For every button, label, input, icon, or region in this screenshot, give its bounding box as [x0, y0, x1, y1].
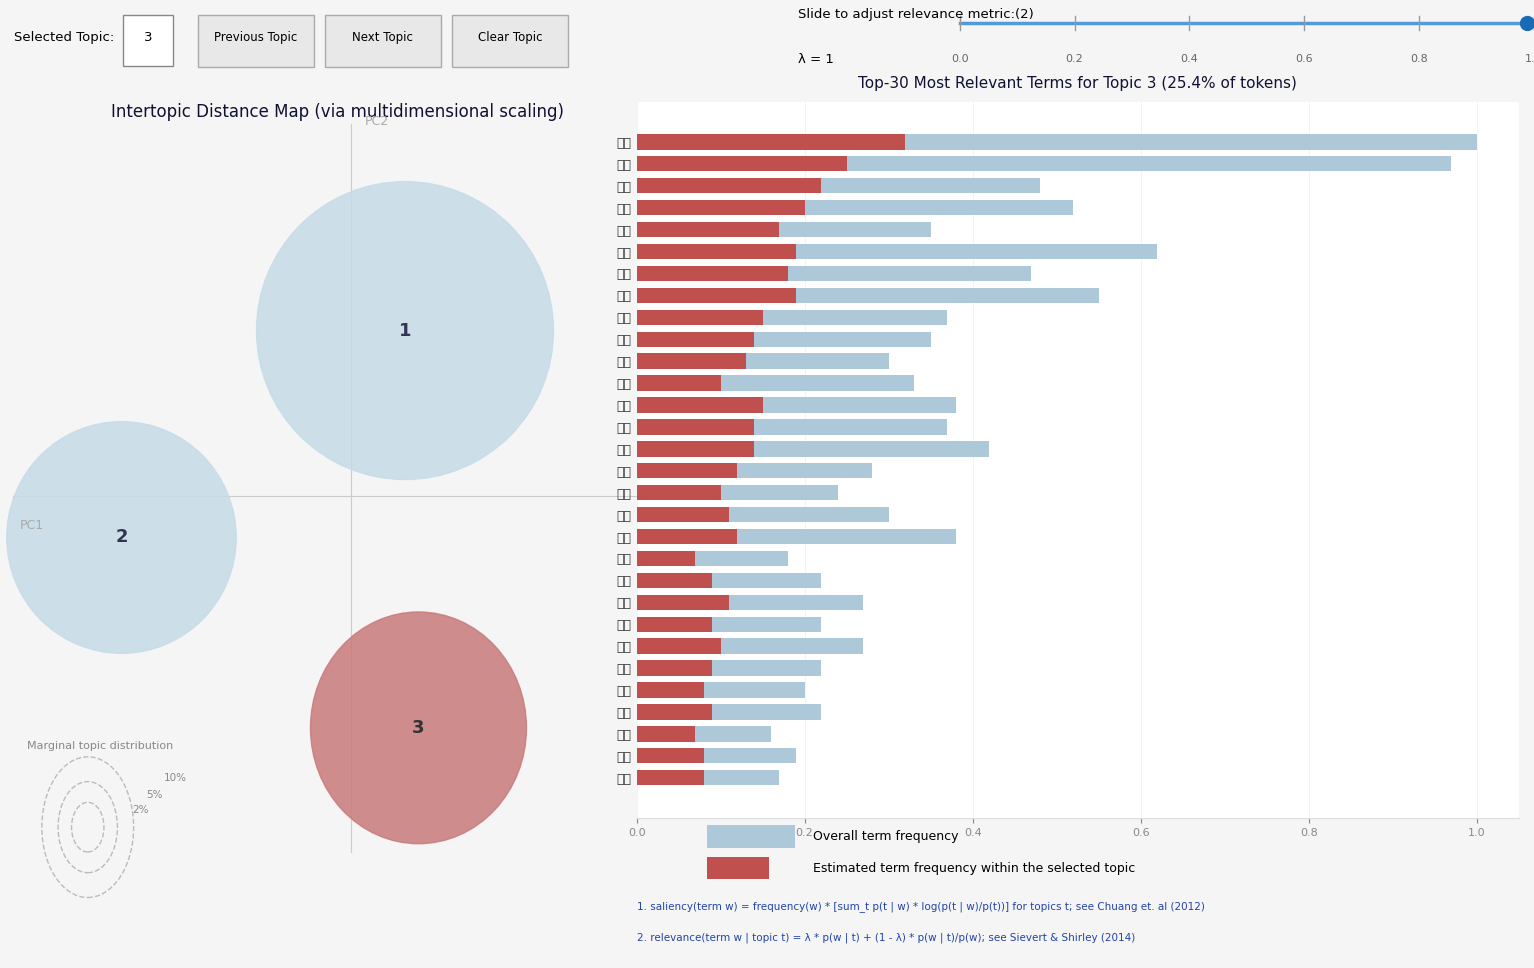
Text: Clear Topic: Clear Topic: [477, 31, 542, 44]
Text: Selected Topic:: Selected Topic:: [14, 31, 115, 44]
FancyBboxPatch shape: [707, 858, 769, 879]
Text: 0.4: 0.4: [1181, 54, 1198, 64]
Bar: [637, 287, 796, 303]
Bar: [637, 376, 721, 391]
Bar: [637, 266, 788, 281]
Bar: [637, 287, 1098, 303]
Text: λ = 1: λ = 1: [798, 52, 833, 66]
Text: PC1: PC1: [20, 519, 44, 532]
Bar: [637, 594, 864, 610]
Bar: [637, 705, 712, 719]
Bar: [637, 222, 779, 237]
Bar: [637, 156, 847, 171]
Text: 0.8: 0.8: [1410, 54, 1428, 64]
Text: 0.2: 0.2: [1066, 54, 1083, 64]
Text: 3: 3: [144, 31, 152, 44]
Ellipse shape: [310, 612, 526, 844]
Bar: [637, 178, 1040, 194]
Text: 1. saliency(term w) = frequency(w) * [sum_t p(t | w) * log(p(t | w)/p(t))] for t: 1. saliency(term w) = frequency(w) * [su…: [637, 900, 1204, 912]
Bar: [637, 310, 948, 325]
Bar: [637, 485, 838, 500]
Text: 1.0: 1.0: [1525, 54, 1534, 64]
Bar: [637, 135, 905, 149]
FancyBboxPatch shape: [451, 15, 568, 68]
Bar: [637, 463, 738, 478]
Text: Estimated term frequency within the selected topic: Estimated term frequency within the sele…: [813, 862, 1135, 875]
Bar: [637, 419, 948, 435]
Bar: [637, 573, 712, 589]
Text: Overall term frequency: Overall term frequency: [813, 831, 959, 843]
Text: 3: 3: [413, 719, 425, 737]
Text: Intertopic Distance Map (via multidimensional scaling): Intertopic Distance Map (via multidimens…: [110, 103, 565, 121]
Bar: [637, 551, 695, 566]
Text: 2%: 2%: [132, 804, 149, 815]
Bar: [637, 376, 914, 391]
Bar: [637, 682, 805, 698]
Bar: [637, 639, 864, 653]
Bar: [637, 617, 712, 632]
Bar: [637, 639, 721, 653]
Bar: [637, 200, 1074, 215]
Ellipse shape: [6, 422, 236, 653]
Bar: [637, 463, 871, 478]
Text: PC2: PC2: [365, 115, 388, 129]
Bar: [637, 244, 1158, 259]
Bar: [637, 705, 821, 719]
Bar: [637, 617, 821, 632]
Text: Marginal topic distribution: Marginal topic distribution: [28, 741, 173, 750]
Title: Top-30 Most Relevant Terms for Topic 3 (25.4% of tokens): Top-30 Most Relevant Terms for Topic 3 (…: [858, 76, 1298, 91]
Bar: [637, 397, 762, 412]
Bar: [637, 178, 821, 194]
Text: 2: 2: [115, 529, 127, 547]
Text: Next Topic: Next Topic: [353, 31, 413, 44]
Text: 0.6: 0.6: [1295, 54, 1313, 64]
Bar: [637, 660, 712, 676]
Bar: [637, 748, 796, 764]
Text: 5%: 5%: [146, 790, 163, 801]
Bar: [637, 441, 989, 457]
Bar: [637, 748, 704, 764]
Text: 1: 1: [399, 321, 411, 340]
Text: 2. relevance(term w | topic t) = λ * p(w | t) + (1 - λ) * p(w | t)/p(w); see Sie: 2. relevance(term w | topic t) = λ * p(w…: [637, 933, 1135, 943]
Bar: [637, 771, 779, 785]
Bar: [637, 397, 956, 412]
Bar: [637, 771, 704, 785]
Text: Slide to adjust relevance metric:(2): Slide to adjust relevance metric:(2): [798, 9, 1034, 21]
Bar: [637, 419, 755, 435]
Text: 0.0: 0.0: [951, 54, 968, 64]
Bar: [637, 331, 931, 347]
Bar: [637, 529, 956, 544]
FancyBboxPatch shape: [123, 15, 173, 66]
Bar: [637, 135, 1477, 149]
FancyBboxPatch shape: [325, 15, 442, 68]
Bar: [637, 441, 755, 457]
Text: 10%: 10%: [164, 772, 187, 783]
Bar: [637, 594, 729, 610]
Bar: [637, 310, 762, 325]
Bar: [637, 726, 772, 741]
Bar: [637, 353, 888, 369]
Ellipse shape: [256, 182, 554, 479]
Bar: [637, 200, 805, 215]
Bar: [637, 573, 821, 589]
Bar: [637, 529, 738, 544]
Bar: [637, 353, 746, 369]
Bar: [637, 726, 695, 741]
Bar: [637, 507, 729, 523]
Bar: [637, 156, 1451, 171]
Bar: [637, 266, 1031, 281]
FancyBboxPatch shape: [707, 825, 795, 848]
Bar: [637, 660, 821, 676]
FancyBboxPatch shape: [198, 15, 314, 68]
Text: Previous Topic: Previous Topic: [215, 31, 298, 44]
Bar: [637, 682, 704, 698]
Bar: [637, 507, 888, 523]
Bar: [637, 331, 755, 347]
Bar: [637, 244, 796, 259]
Bar: [637, 551, 788, 566]
Bar: [637, 222, 931, 237]
Bar: [637, 485, 721, 500]
